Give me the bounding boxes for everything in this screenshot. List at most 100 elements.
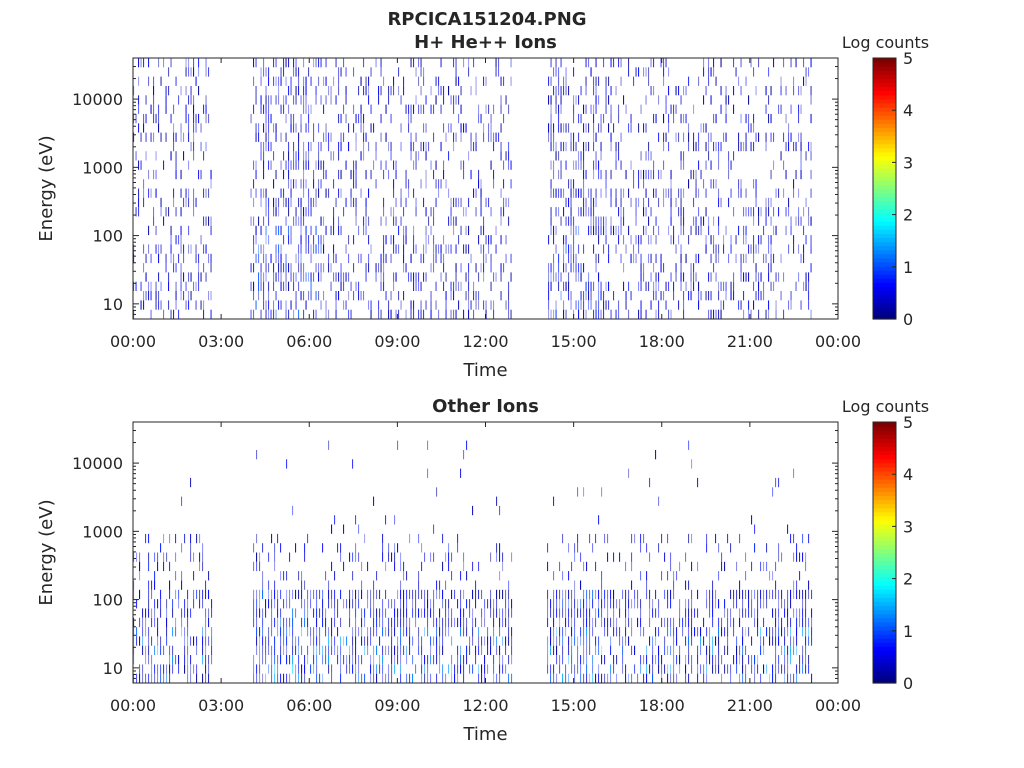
spectrogram-cell xyxy=(155,169,157,180)
spectrogram-cell xyxy=(691,459,693,469)
spectrogram-cell xyxy=(472,505,474,516)
spectrogram-cell xyxy=(298,645,300,655)
spectrogram-cell xyxy=(667,571,669,581)
spectrogram-cell xyxy=(620,253,622,264)
spectrogram-cell xyxy=(195,197,197,208)
spectrogram-cell xyxy=(139,673,141,683)
spectrogram-cell xyxy=(136,636,138,646)
spectrogram-cell xyxy=(593,281,595,291)
spectrogram-cell xyxy=(275,207,277,217)
spectrogram-cell xyxy=(565,627,567,637)
spectrogram-cell xyxy=(705,123,707,133)
spectrogram-cell xyxy=(420,67,422,77)
spectrogram-cell xyxy=(480,225,482,236)
spectrogram-cell xyxy=(724,561,726,572)
spectrogram-cell xyxy=(304,617,306,628)
spectrogram-cell xyxy=(469,608,471,618)
spectrogram-cell xyxy=(165,104,167,114)
spectrogram-cell xyxy=(255,123,257,133)
spectrogram-cell xyxy=(808,216,810,226)
spectrogram-cell xyxy=(610,599,612,609)
spectrogram-cell xyxy=(755,263,757,273)
spectrogram-cell xyxy=(303,169,305,180)
spectrogram-cell xyxy=(445,132,447,142)
spectrogram-cell xyxy=(600,225,602,236)
spectrogram-cell xyxy=(400,655,402,665)
spectrogram-cell xyxy=(605,86,607,96)
spectrogram-cell xyxy=(145,617,147,628)
spectrogram-cell xyxy=(304,543,306,553)
spectrogram-cell xyxy=(415,207,417,217)
spectrogram-cell xyxy=(488,197,490,208)
spectrogram-cell xyxy=(190,95,192,105)
spectrogram-cell xyxy=(308,67,310,77)
spectrogram-cell xyxy=(193,123,195,133)
spectrogram-cell xyxy=(490,281,492,291)
colorbar-tick-label: 1 xyxy=(903,258,913,277)
spectrogram-cell xyxy=(575,225,577,236)
spectrogram-cell xyxy=(470,300,472,310)
spectrogram-cell xyxy=(728,197,730,208)
spectrogram-cell xyxy=(330,281,332,291)
spectrogram-cell xyxy=(305,235,307,245)
spectrogram-cell xyxy=(770,169,772,180)
spectrogram-cell xyxy=(382,655,384,665)
spectrogram-cell xyxy=(428,235,430,245)
spectrogram-cell xyxy=(562,589,564,600)
spectrogram-cell xyxy=(798,132,800,142)
spectrogram-cell xyxy=(463,552,465,562)
spectrogram-cell xyxy=(568,123,570,133)
spectrogram-cell xyxy=(157,552,159,562)
spectrogram-cell xyxy=(608,300,610,310)
spectrogram-cell xyxy=(413,104,415,114)
spectrogram-cell xyxy=(613,123,615,133)
spectrogram-cell xyxy=(550,627,552,637)
spectrogram-cell xyxy=(400,141,402,152)
spectrogram-cell xyxy=(367,589,369,600)
spectrogram-cell xyxy=(173,132,175,142)
spectrogram-cell xyxy=(648,235,650,245)
spectrogram-cell xyxy=(505,300,507,310)
spectrogram-cell xyxy=(353,235,355,245)
spectrogram-cell xyxy=(168,207,170,217)
spectrogram-cell xyxy=(727,627,729,637)
spectrogram-cell xyxy=(395,197,397,208)
spectrogram-cell xyxy=(745,113,747,124)
spectrogram-cell xyxy=(421,561,423,572)
spectrogram-cell xyxy=(790,104,792,114)
colorbar-swatch xyxy=(873,540,896,545)
spectrogram-cell xyxy=(718,291,720,301)
spectrogram-cell xyxy=(511,673,513,683)
spectrogram-cell xyxy=(577,543,579,553)
spectrogram-cell xyxy=(185,197,187,208)
spectrogram-cell xyxy=(708,291,710,301)
spectrogram-cell xyxy=(145,113,147,124)
spectrogram-cell xyxy=(483,225,485,236)
spectrogram-cell xyxy=(571,655,573,665)
spectrogram-cell xyxy=(743,309,745,319)
spectrogram-cell xyxy=(202,552,204,562)
spectrogram-cell xyxy=(173,197,175,208)
spectrogram-cell xyxy=(508,281,510,291)
spectrogram-cell xyxy=(478,627,480,637)
spectrogram-cell xyxy=(193,188,195,198)
spectrogram-cell xyxy=(718,244,720,254)
spectrogram-cell xyxy=(394,543,396,553)
spectrogram-cell xyxy=(548,95,550,105)
spectrogram-cell xyxy=(325,95,327,105)
spectrogram-cell xyxy=(427,627,429,637)
spectrogram-cell xyxy=(685,86,687,96)
spectrogram-cell xyxy=(573,95,575,105)
spectrogram-cell xyxy=(559,589,561,600)
spectrogram-cell xyxy=(590,225,592,236)
spectrogram-cell xyxy=(180,225,182,236)
spectrogram-cell xyxy=(453,291,455,301)
spectrogram-cell xyxy=(560,291,562,301)
spectrogram-cell xyxy=(455,67,457,77)
spectrogram-cell xyxy=(180,244,182,254)
spectrogram-cell xyxy=(285,263,287,273)
spectrogram-cell xyxy=(157,664,159,674)
spectrogram-cell xyxy=(550,645,552,655)
spectrogram-cell xyxy=(613,552,615,562)
spectrogram-cell xyxy=(278,263,280,273)
